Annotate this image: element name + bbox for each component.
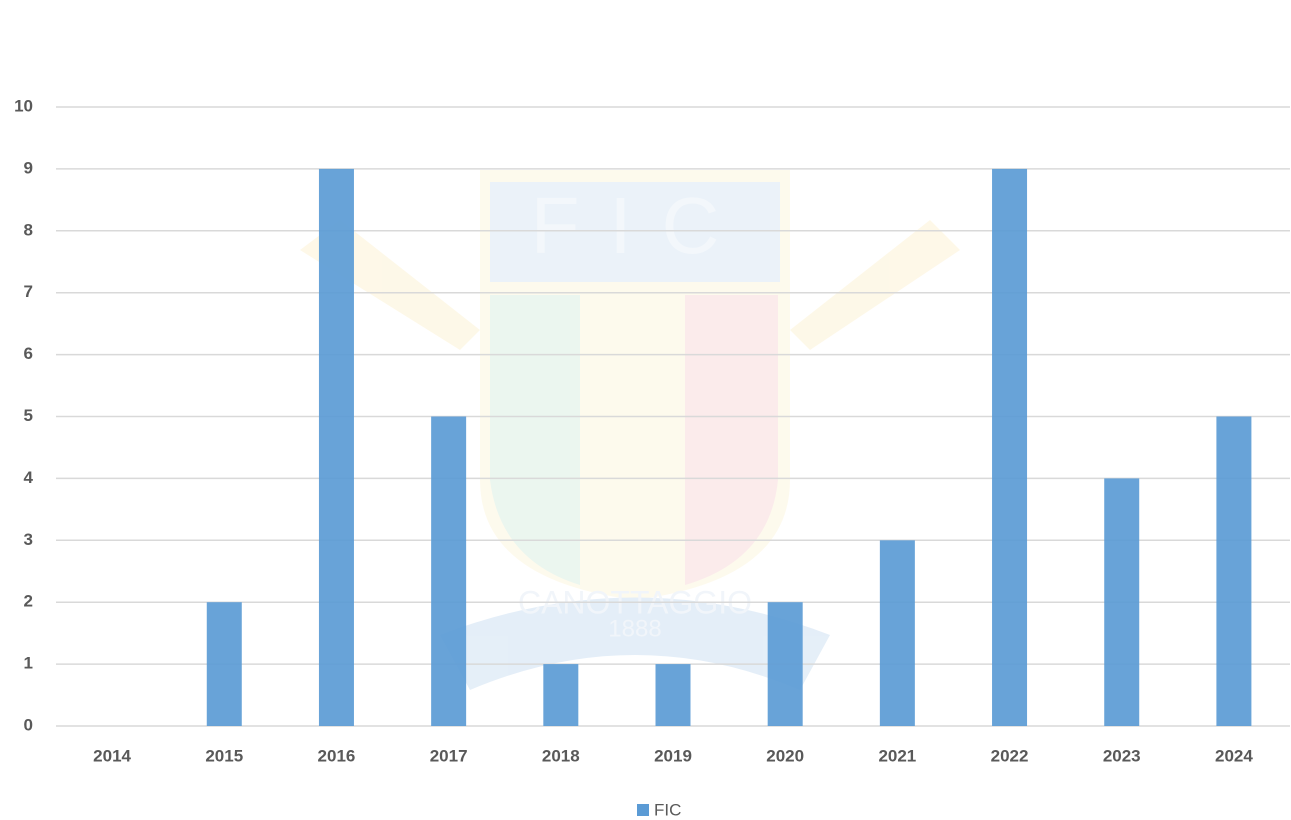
legend-label: FIC xyxy=(654,800,681,819)
legend-swatch xyxy=(637,804,649,816)
shield-top xyxy=(490,182,780,282)
y-tick-label: 3 xyxy=(24,530,33,549)
bar xyxy=(206,602,242,726)
x-tick-label: 2016 xyxy=(318,746,356,765)
y-tick-label: 6 xyxy=(24,344,33,363)
watermark: FIC CANOTTAGGIO 1888 xyxy=(300,170,960,690)
bar xyxy=(431,416,467,726)
shield-green xyxy=(490,295,580,585)
x-tick-label: 2014 xyxy=(93,746,131,765)
bar xyxy=(1104,478,1140,726)
bar xyxy=(655,664,691,726)
y-tick-label: 10 xyxy=(14,96,33,115)
shield-red xyxy=(685,295,778,585)
x-tick-label: 2024 xyxy=(1215,746,1253,765)
y-tick-label: 4 xyxy=(24,468,34,487)
ribbon xyxy=(440,597,830,690)
bar xyxy=(1216,416,1252,726)
y-tick-label: 9 xyxy=(24,158,33,177)
bar xyxy=(318,168,354,726)
watermark-year: 1888 xyxy=(608,615,661,642)
y-tick-label: 8 xyxy=(24,220,33,239)
bar xyxy=(767,602,803,726)
bar xyxy=(879,540,915,726)
x-tick-label: 2022 xyxy=(991,746,1029,765)
watermark-title: FIC xyxy=(531,181,750,270)
x-tick-label: 2015 xyxy=(205,746,243,765)
y-tick-label: 1 xyxy=(24,654,33,673)
y-tick-label: 0 xyxy=(24,715,33,734)
x-tick-label: 2021 xyxy=(878,746,916,765)
x-tick-label: 2018 xyxy=(542,746,580,765)
bar xyxy=(543,664,579,726)
x-tick-label: 2020 xyxy=(766,746,804,765)
x-tick-label: 2019 xyxy=(654,746,692,765)
y-tick-label: 2 xyxy=(24,592,33,611)
bar xyxy=(992,168,1028,726)
y-tick-label: 7 xyxy=(24,282,33,301)
x-tick-label: 2023 xyxy=(1103,746,1141,765)
y-tick-label: 5 xyxy=(24,406,33,425)
x-tick-label: 2017 xyxy=(430,746,468,765)
